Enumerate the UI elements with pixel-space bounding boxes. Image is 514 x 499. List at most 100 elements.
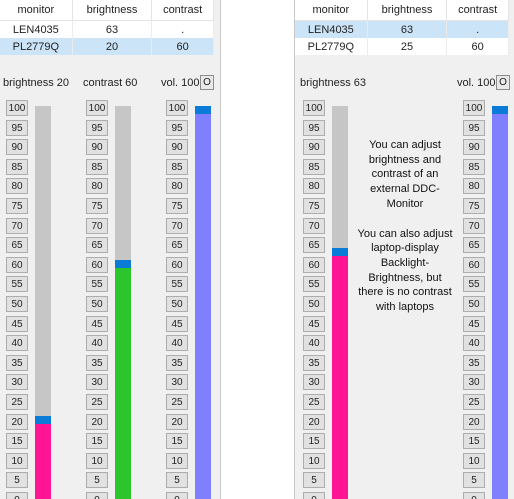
scale-button-20[interactable]: 20 [86, 413, 108, 430]
scale-button-50[interactable]: 50 [303, 295, 325, 312]
scale-button-60[interactable]: 60 [166, 256, 188, 273]
scale-button-40[interactable]: 40 [166, 335, 188, 352]
scale-button-55[interactable]: 55 [303, 276, 325, 293]
scale-button-25[interactable]: 25 [86, 393, 108, 410]
column-header-brightness[interactable]: brightness [367, 0, 448, 21]
scale-button-55[interactable]: 55 [6, 276, 28, 293]
scale-button-15[interactable]: 15 [86, 433, 108, 450]
scale-button-65[interactable]: 65 [166, 237, 188, 254]
o-button[interactable]: O [496, 75, 510, 90]
scale-button-80[interactable]: 80 [6, 178, 28, 195]
brightness-slider-thumb[interactable] [35, 416, 51, 424]
scale-button-40[interactable]: 40 [86, 335, 108, 352]
scale-button-95[interactable]: 95 [166, 119, 188, 136]
scale-button-60[interactable]: 60 [86, 256, 108, 273]
scale-button-10[interactable]: 10 [6, 452, 28, 469]
brightness-slider[interactable] [35, 106, 51, 499]
column-header-contrast[interactable]: contrast [446, 0, 509, 21]
table-row[interactable]: LEN4035 63 . [0, 20, 214, 38]
scale-button-5[interactable]: 5 [463, 472, 485, 489]
scale-button-85[interactable]: 85 [463, 158, 485, 175]
scale-button-50[interactable]: 50 [86, 295, 108, 312]
column-header-monitor[interactable]: monitor [0, 0, 73, 21]
scale-button-95[interactable]: 95 [86, 119, 108, 136]
scale-button-70[interactable]: 70 [86, 217, 108, 234]
scale-button-50[interactable]: 50 [463, 295, 485, 312]
scale-button-55[interactable]: 55 [166, 276, 188, 293]
scale-button-5[interactable]: 5 [303, 472, 325, 489]
scale-button-80[interactable]: 80 [166, 178, 188, 195]
scale-button-95[interactable]: 95 [303, 119, 325, 136]
scale-button-0[interactable]: 0 [166, 491, 188, 499]
scale-button-20[interactable]: 20 [463, 413, 485, 430]
scale-button-0[interactable]: 0 [6, 491, 28, 499]
scale-button-65[interactable]: 65 [6, 237, 28, 254]
table-row[interactable]: PL2779Q 20 60 [0, 38, 214, 55]
scale-button-70[interactable]: 70 [166, 217, 188, 234]
scale-button-30[interactable]: 30 [463, 374, 485, 391]
scale-button-45[interactable]: 45 [166, 315, 188, 332]
scale-button-80[interactable]: 80 [86, 178, 108, 195]
scale-button-60[interactable]: 60 [463, 256, 485, 273]
o-button[interactable]: O [200, 75, 214, 90]
scale-button-20[interactable]: 20 [166, 413, 188, 430]
scale-button-100[interactable]: 100 [6, 100, 28, 116]
scale-button-10[interactable]: 10 [86, 452, 108, 469]
scale-button-85[interactable]: 85 [86, 158, 108, 175]
scale-button-80[interactable]: 80 [463, 178, 485, 195]
contrast-slider[interactable] [115, 106, 131, 499]
scale-button-35[interactable]: 35 [6, 354, 28, 371]
scale-button-20[interactable]: 20 [303, 413, 325, 430]
scale-button-95[interactable]: 95 [6, 119, 28, 136]
scale-button-70[interactable]: 70 [303, 217, 325, 234]
scale-button-30[interactable]: 30 [86, 374, 108, 391]
column-header-monitor[interactable]: monitor [295, 0, 368, 21]
scale-button-15[interactable]: 15 [463, 433, 485, 450]
scale-button-10[interactable]: 10 [463, 452, 485, 469]
scale-button-60[interactable]: 60 [6, 256, 28, 273]
scale-button-25[interactable]: 25 [463, 393, 485, 410]
scale-button-100[interactable]: 100 [463, 100, 485, 116]
scale-button-75[interactable]: 75 [6, 197, 28, 214]
scale-button-50[interactable]: 50 [166, 295, 188, 312]
scale-button-100[interactable]: 100 [86, 100, 108, 116]
scale-button-70[interactable]: 70 [463, 217, 485, 234]
table-row[interactable]: PL2779Q 25 60 [295, 38, 509, 55]
scale-button-40[interactable]: 40 [463, 335, 485, 352]
scale-button-85[interactable]: 85 [6, 158, 28, 175]
scale-button-45[interactable]: 45 [6, 315, 28, 332]
scale-button-15[interactable]: 15 [303, 433, 325, 450]
scale-button-90[interactable]: 90 [166, 139, 188, 156]
scale-button-90[interactable]: 90 [303, 139, 325, 156]
scale-button-90[interactable]: 90 [6, 139, 28, 156]
scale-button-90[interactable]: 90 [463, 139, 485, 156]
scale-button-20[interactable]: 20 [6, 413, 28, 430]
contrast-slider-thumb[interactable] [115, 260, 131, 268]
table-row[interactable]: LEN4035 63 . [295, 20, 509, 38]
scale-button-0[interactable]: 0 [463, 491, 485, 499]
scale-button-45[interactable]: 45 [463, 315, 485, 332]
brightness-slider-thumb[interactable] [332, 248, 348, 257]
scale-button-35[interactable]: 35 [303, 354, 325, 371]
column-header-brightness[interactable]: brightness [72, 0, 153, 21]
scale-button-65[interactable]: 65 [463, 237, 485, 254]
scale-button-30[interactable]: 30 [166, 374, 188, 391]
brightness-slider[interactable] [332, 106, 348, 499]
scale-button-40[interactable]: 40 [6, 335, 28, 352]
scale-button-10[interactable]: 10 [166, 452, 188, 469]
scale-button-60[interactable]: 60 [303, 256, 325, 273]
scale-button-85[interactable]: 85 [166, 158, 188, 175]
scale-button-25[interactable]: 25 [303, 393, 325, 410]
scale-button-10[interactable]: 10 [303, 452, 325, 469]
scale-button-90[interactable]: 90 [86, 139, 108, 156]
scale-button-45[interactable]: 45 [303, 315, 325, 332]
scale-button-35[interactable]: 35 [166, 354, 188, 371]
scale-button-85[interactable]: 85 [303, 158, 325, 175]
volume-slider[interactable] [195, 106, 211, 499]
scale-button-30[interactable]: 30 [303, 374, 325, 391]
scale-button-75[interactable]: 75 [86, 197, 108, 214]
scale-button-100[interactable]: 100 [303, 100, 325, 116]
column-header-contrast[interactable]: contrast [151, 0, 214, 21]
scale-button-25[interactable]: 25 [6, 393, 28, 410]
scale-button-5[interactable]: 5 [6, 472, 28, 489]
